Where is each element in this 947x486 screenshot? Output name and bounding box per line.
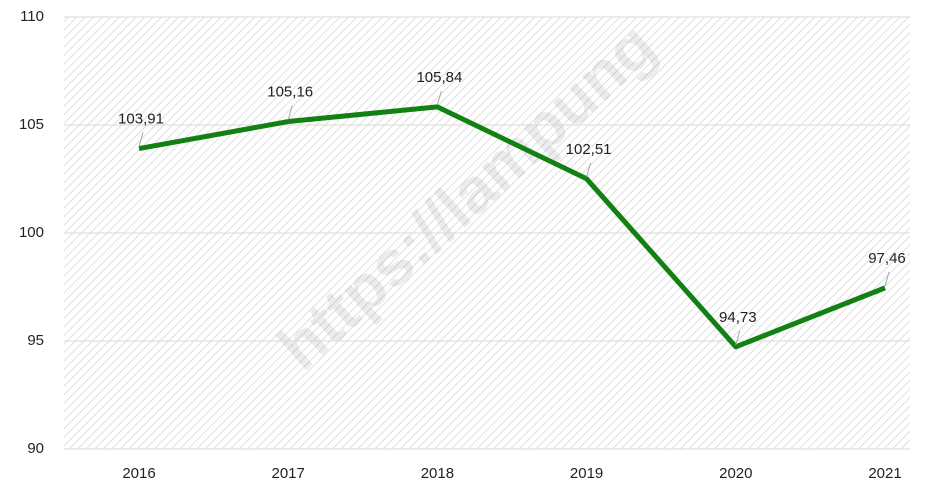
- x-tick-label: 2020: [719, 465, 752, 482]
- y-tick-label: 110: [20, 8, 44, 25]
- label-leader: [586, 162, 592, 177]
- x-tick-label: 2018: [421, 465, 454, 482]
- label-leader: [436, 90, 442, 105]
- y-tick-label: 95: [27, 332, 44, 349]
- data-label: 97,46: [868, 250, 906, 267]
- data-label: 94,73: [719, 309, 757, 326]
- data-label: 103,91: [118, 111, 164, 128]
- x-tick-label: 2019: [570, 465, 603, 482]
- y-tick-label: 105: [19, 116, 44, 133]
- label-leader: [735, 330, 741, 345]
- data-label: 105,84: [416, 69, 462, 86]
- y-tick-label: 90: [27, 440, 44, 457]
- y-tick-label: 100: [19, 224, 44, 241]
- label-leader: [884, 271, 890, 287]
- x-tick-label: 2016: [122, 465, 155, 482]
- label-leader: [138, 132, 144, 147]
- x-tick-label: 2017: [272, 465, 305, 482]
- label-leader: [287, 105, 293, 120]
- data-label: 102,51: [566, 141, 612, 158]
- line: [138, 104, 886, 350]
- x-tick-label: 2021: [868, 465, 901, 482]
- data-label: 105,16: [267, 84, 313, 101]
